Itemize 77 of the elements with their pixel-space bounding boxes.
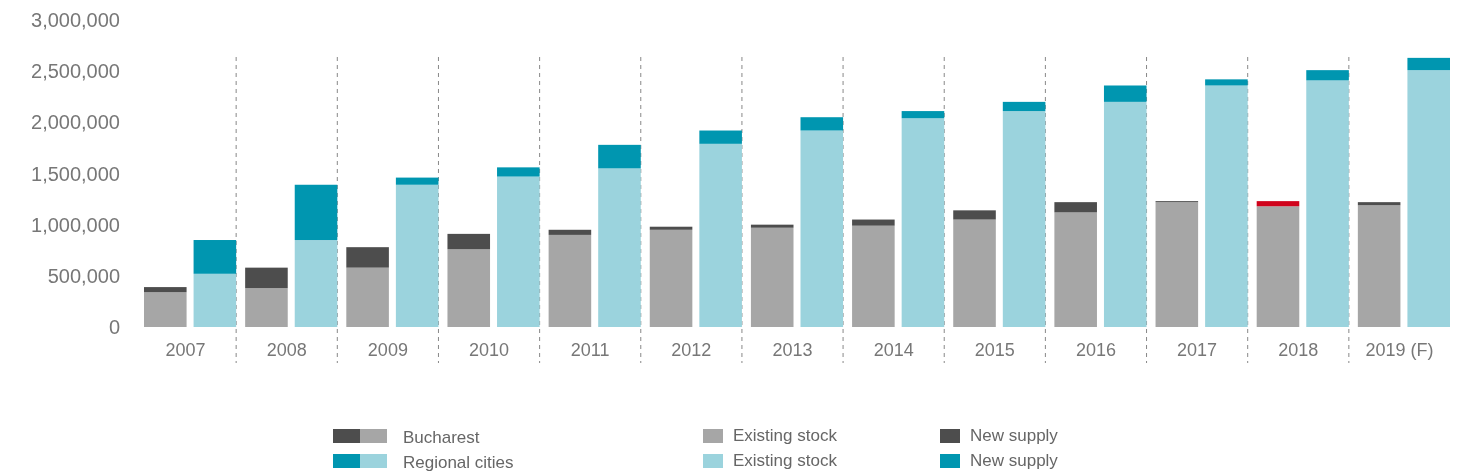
x-tick-label: 2013 [772,340,813,361]
bar [800,117,844,131]
bar [497,176,540,327]
x-tick-label: 2018 [1278,340,1319,361]
bar [699,130,742,144]
y-tick-label: 2,500,000 [31,60,120,83]
y-tick-label: 500,000 [47,264,120,287]
bar [649,229,693,327]
x-tick-label: 2009 [367,340,408,361]
bar [649,226,693,230]
bar [245,267,288,289]
bar [1054,212,1097,327]
text: New supply [970,450,1058,470]
x-tick-label: 2015 [974,340,1015,361]
x-tick-label: 2007 [165,340,206,361]
bar [1256,201,1300,207]
bar [1256,206,1300,327]
text: Regional cities [403,452,514,472]
bar [294,240,338,327]
bar [1054,202,1097,213]
bar [953,219,996,327]
bar [1306,80,1349,327]
x-tick-label: 2019 (F) [1365,340,1434,361]
bar [1357,202,1401,206]
y-tick-label: 2,000,000 [31,111,120,134]
bar [901,111,945,119]
bar [1205,79,1248,86]
bar [1407,70,1450,327]
bar [598,144,641,169]
bar [193,240,237,274]
bar [1103,85,1147,102]
y-tick-label: 1,500,000 [31,162,120,185]
bar [497,167,540,177]
bar [800,130,844,327]
bar [901,118,945,327]
legend-label: New supply [970,425,1059,445]
bar [1155,202,1199,327]
bar [1357,205,1401,327]
bar [1002,111,1046,327]
text: Bucharest [403,427,480,447]
bar [144,292,187,327]
bar [395,177,439,185]
bar [1306,70,1349,81]
bar [750,227,794,327]
bar [750,224,794,228]
bar [699,143,742,327]
bar [447,249,491,327]
bar [1103,101,1147,327]
bar [144,287,187,293]
bar [245,288,288,327]
bar [548,234,592,327]
x-tick-label: 2008 [266,340,307,361]
bar [852,219,895,226]
x-tick-label: 2010 [469,340,510,361]
x-tick-label: 2011 [570,340,610,361]
bar [395,184,439,327]
bar [1407,57,1450,71]
y-tick-label: 1,000,000 [31,213,120,236]
y-tick-label: 3,000,000 [31,9,120,31]
legend-label: Existing stock [733,425,838,445]
bar [852,225,895,327]
bar [346,267,389,327]
bar [598,168,641,327]
x-tick-label: 2016 [1075,340,1116,361]
bar [193,273,237,327]
text: Existing stock [733,450,837,470]
bar [346,247,389,268]
x-tick-label: 2014 [873,340,914,361]
bar [548,229,592,235]
y-tick-label: 0 [108,316,120,338]
x-tick-label: 2012 [671,340,712,361]
bar [1205,85,1248,327]
bar [1002,101,1046,112]
bar [447,233,491,250]
bar [294,184,338,241]
x-tick-label: 2017 [1177,340,1218,361]
bar [953,210,996,220]
